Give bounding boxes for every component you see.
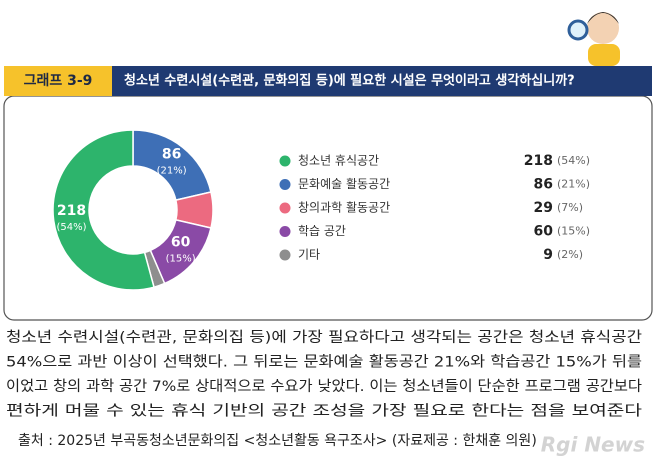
- legend-label: 청소년 휴식공간: [298, 154, 379, 168]
- legend-marker: [279, 249, 291, 261]
- legend-percent: (21%): [557, 178, 590, 191]
- body-line: 편하게 머물 수 있는 휴식 기반의 공간 조성을 가장 필요로 한다는 점을 …: [6, 403, 642, 420]
- slice-percent: (54%): [57, 222, 87, 233]
- chart: 86(21%)60(15%)218(54%)청소년 휴식공간 218 (54%)문화…: [52, 129, 590, 291]
- legend-value: 86: [534, 177, 553, 193]
- slice-percent: (21%): [157, 165, 187, 176]
- graph-label: 그래프 3-9: [24, 73, 93, 89]
- legend-value: 29: [534, 200, 553, 216]
- donut-slice: [52, 129, 155, 291]
- graph-title: 청소년 수련시설(수련관, 문화의집 등)에 필요한 시설은 무엇이라고 생각하…: [124, 73, 575, 89]
- legend-label: 문화예술 활동공간: [298, 177, 390, 191]
- body-line: 이었고 창의 과학 공간 7%로 상대적으로 수요가 낮았다. 이는 청소년들이…: [6, 378, 642, 395]
- legend-percent: (7%): [557, 201, 583, 214]
- label-tab: [4, 66, 112, 96]
- slice-value: 218: [57, 203, 86, 219]
- watermark: Rgi News: [541, 433, 645, 457]
- body-line: 54%으로 과반 이상이 선택했다. 그 뒤로는 문화예술 활동공간 21%와 …: [6, 354, 642, 371]
- legend-percent: (15%): [557, 225, 590, 238]
- slice-value: 60: [171, 235, 191, 251]
- legend-percent: (2%): [557, 248, 583, 261]
- source: 출처 : 2025년 부곡동청소년문화의집 <청소년활동 욕구조사> (자료제공…: [18, 433, 537, 449]
- legend-value: 9: [543, 247, 553, 263]
- slice-percent: (15%): [166, 254, 196, 265]
- legend-label: 학습 공간: [298, 224, 346, 238]
- legend-marker: [279, 155, 291, 167]
- legend-marker: [279, 226, 291, 237]
- legend-marker: [279, 202, 291, 214]
- legend-percent: (54%): [557, 154, 590, 167]
- character-illustration: [567, 12, 620, 66]
- legend-value: 218: [524, 153, 553, 169]
- legend-label: 기타: [298, 248, 320, 262]
- slice-value: 86: [162, 146, 181, 162]
- legend-marker: [279, 179, 291, 190]
- body-text: 청소년 수련시설(수련관, 문화의집 등)에 가장 필요하다고 생각되는 공간은…: [6, 329, 642, 420]
- legend-value: 60: [534, 224, 554, 240]
- body-line: 청소년 수련시설(수련관, 문화의집 등)에 가장 필요하다고 생각되는 공간은…: [6, 329, 642, 346]
- legend-label: 창의과학 활동공간: [298, 201, 390, 215]
